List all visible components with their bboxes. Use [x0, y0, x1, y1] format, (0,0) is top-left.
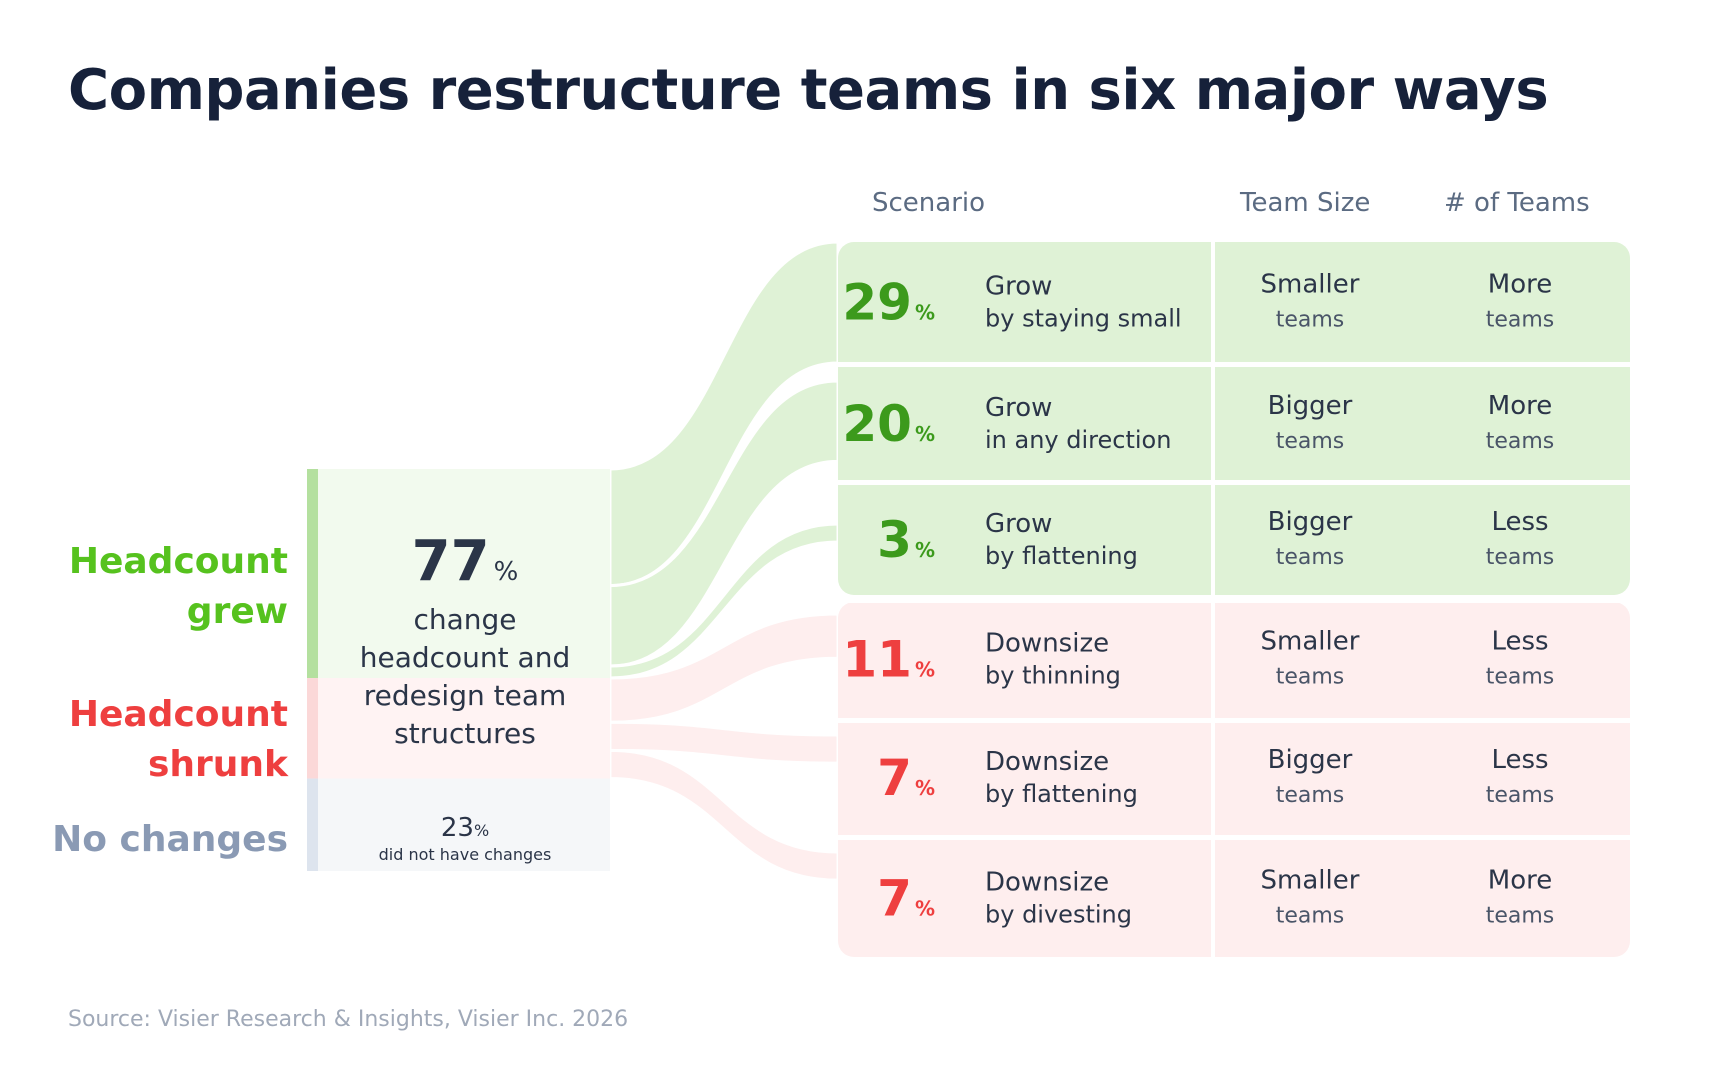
num-teams-value: More — [1488, 866, 1552, 896]
center-label-line-1: change — [413, 603, 516, 636]
scenario-row-5: 7 % Downsize by flattening Bigger teams Less te… — [877, 745, 1554, 808]
source-note: Source: Visier Research & Insights, Visi… — [68, 1007, 629, 1032]
scenario-name: Downsize — [985, 629, 1109, 659]
scenario-name: Grow — [985, 509, 1052, 539]
team-size-value: Smaller — [1261, 270, 1360, 300]
scenario-value: 11% — [842, 631, 935, 689]
flow-bands — [608, 240, 840, 882]
scenario-detail: by staying small — [985, 305, 1182, 333]
num-teams-unit: teams — [1486, 308, 1555, 333]
scenario-value: 29% — [842, 274, 935, 332]
team-size-value: Smaller — [1261, 627, 1360, 657]
label-headcount-grew-line1: Headcount — [68, 541, 288, 582]
scenario-row-1: 29 % Grow by staying small Smaller teams More t… — [842, 270, 1554, 333]
center-label-line-4: structures — [394, 717, 536, 750]
label-headcount-shrunk: Headcount shrunk — [69, 690, 288, 790]
rows-bg-shrunk — [838, 602, 1630, 957]
center-label-line-2: headcount and — [360, 641, 570, 674]
team-size-value: Bigger — [1268, 391, 1353, 421]
num-teams-value: More — [1488, 270, 1552, 300]
scenario-value: 20% — [842, 395, 935, 453]
scenario-row-2: 20 % Grow in any direction Bigger teams More te… — [842, 391, 1554, 454]
team-size-unit: teams — [1276, 783, 1345, 808]
num-teams-unit: teams — [1486, 665, 1555, 690]
scenario-detail: by divesting — [985, 901, 1132, 929]
center-box-nochange — [318, 778, 610, 871]
center-label-line-3: redesign team — [364, 679, 567, 712]
scenario-row-4: 11 % Downsize by thinning Smaller teams Less te… — [842, 627, 1554, 690]
bar-headcount-grew — [307, 469, 318, 679]
label-headcount-shrunk-line2: shrunk — [147, 744, 288, 785]
team-size-unit: teams — [1276, 545, 1345, 570]
row-separator-2 — [838, 480, 1630, 485]
scenario-row-3: 3 % Grow by flattening Bigger teams Less teams — [877, 507, 1554, 570]
team-size-unit: teams — [1276, 429, 1345, 454]
row-separator-1 — [838, 362, 1630, 367]
scenario-detail: by flattening — [985, 542, 1138, 570]
team-size-unit: teams — [1276, 904, 1345, 929]
num-teams-value: Less — [1491, 627, 1548, 657]
num-teams-unit: teams — [1486, 904, 1555, 929]
label-headcount-grew: Headcount grew — [69, 537, 288, 637]
scenario-value: 3% — [877, 511, 935, 569]
num-teams-value: Less — [1491, 745, 1548, 775]
chart-title: Companies restructure teams in six major… — [68, 58, 1549, 123]
scenario-name: Downsize — [985, 868, 1109, 898]
num-teams-value: More — [1488, 391, 1552, 421]
scenario-name: Downsize — [985, 747, 1109, 777]
header-scenario: Scenario — [872, 188, 986, 218]
header-num-teams: # of Teams — [1444, 188, 1590, 218]
column-divider — [1211, 242, 1215, 957]
nochange-value: 23% — [441, 813, 489, 843]
label-headcount-shrunk-line1: Headcount — [68, 694, 288, 735]
scenario-value: 7% — [877, 749, 935, 807]
header-team-size: Team Size — [1240, 188, 1371, 218]
scenario-value: 7% — [877, 870, 935, 928]
row-separator-3 — [838, 598, 1630, 603]
bar-no-changes — [307, 778, 318, 871]
label-headcount-grew-line2: grew — [186, 591, 288, 632]
num-teams-unit: teams — [1486, 545, 1555, 570]
team-size-unit: teams — [1276, 665, 1345, 690]
center-value: 77% — [412, 529, 519, 594]
scenario-detail: by flattening — [985, 780, 1138, 808]
nochange-label: did not have changes — [379, 845, 552, 864]
team-size-value: Bigger — [1268, 507, 1353, 537]
team-size-unit: teams — [1276, 308, 1345, 333]
scenario-row-6: 7 % Downsize by divesting Smaller teams More te… — [877, 866, 1554, 929]
row-separator-4 — [838, 718, 1630, 723]
row-separator-5 — [838, 835, 1630, 840]
num-teams-unit: teams — [1486, 429, 1555, 454]
center-box-shrunk — [318, 678, 610, 779]
label-no-changes: No changes — [52, 819, 288, 860]
scenario-name: Grow — [985, 272, 1052, 302]
bar-headcount-shrunk — [307, 678, 318, 779]
num-teams-value: Less — [1491, 507, 1548, 537]
flow-band-6 — [608, 748, 840, 882]
num-teams-unit: teams — [1486, 783, 1555, 808]
team-size-value: Smaller — [1261, 866, 1360, 896]
rows-bg-grew — [838, 242, 1630, 595]
scenario-name: Grow — [985, 393, 1052, 423]
center-box-grew — [318, 469, 610, 679]
scenario-detail: in any direction — [985, 426, 1171, 454]
scenario-detail: by thinning — [985, 662, 1121, 690]
team-size-value: Bigger — [1268, 745, 1353, 775]
